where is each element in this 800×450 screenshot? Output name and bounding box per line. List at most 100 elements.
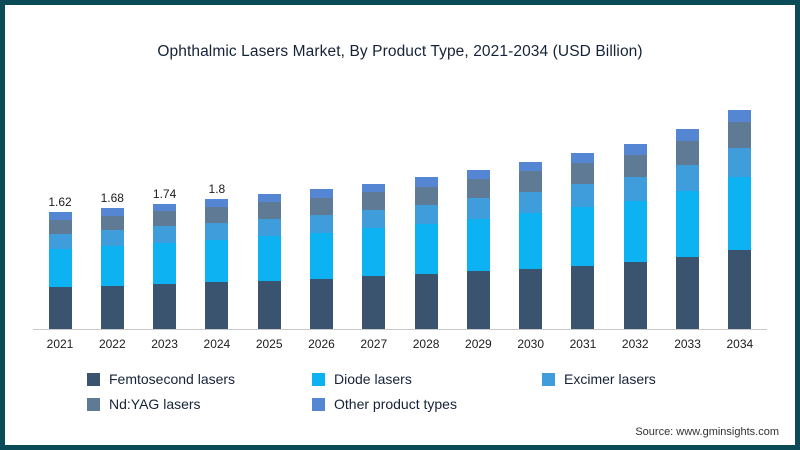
bar-stack-2023 bbox=[153, 203, 177, 329]
bar-segment bbox=[414, 223, 438, 275]
legend: Femtosecond lasers Diode lasers Excimer la… bbox=[87, 371, 795, 412]
bar-stack-2034 bbox=[728, 109, 752, 329]
legend-item: Nd:YAG lasers bbox=[87, 396, 312, 412]
bar-column-2027 bbox=[351, 167, 397, 329]
bar-segment bbox=[153, 283, 177, 329]
plot-region: 1.62 1.68 1.74 1.8 2021 2022 2023 2024 2025 2026… bbox=[33, 89, 767, 351]
bar-stack-2022 bbox=[100, 208, 124, 329]
bar-segment bbox=[728, 121, 752, 149]
bar-stack-2025 bbox=[257, 194, 281, 329]
bar-stack-2024 bbox=[205, 199, 229, 329]
bar-chart: 1.62 1.68 1.74 1.8 bbox=[33, 89, 767, 330]
legend-label: Nd:YAG lasers bbox=[109, 396, 201, 412]
bar-stack-2030 bbox=[519, 161, 543, 329]
bar-column-2026 bbox=[298, 172, 344, 329]
bar-stack-2033 bbox=[676, 128, 700, 329]
x-tick-label: 2025 bbox=[255, 337, 283, 351]
legend-swatch-icon bbox=[87, 372, 100, 386]
legend-swatch-icon bbox=[312, 397, 325, 411]
legend-item: Other product types bbox=[312, 396, 542, 412]
bar-segment bbox=[571, 163, 595, 185]
bar-segment bbox=[414, 177, 438, 187]
bar-value-label: 1.62 bbox=[48, 195, 72, 210]
legend-item: Femtosecond lasers bbox=[87, 371, 312, 387]
bar-segment bbox=[205, 223, 229, 240]
bar-value-label: 1.8 bbox=[208, 182, 226, 197]
bar-segment bbox=[728, 148, 752, 178]
bar-segment bbox=[571, 265, 595, 329]
bar-segment bbox=[100, 216, 124, 231]
bar-segment bbox=[257, 280, 281, 329]
bar-segment bbox=[466, 169, 490, 179]
bar-column-2021: 1.62 bbox=[37, 195, 83, 329]
bar-segment bbox=[571, 153, 595, 164]
bar-segment bbox=[100, 208, 124, 217]
bar-column-2033 bbox=[665, 112, 711, 329]
bar-segment bbox=[519, 191, 543, 214]
chart-title: Ophthalmic Lasers Market, By Product Typ… bbox=[157, 43, 643, 60]
bar-segment bbox=[100, 246, 124, 286]
bar-segment bbox=[257, 194, 281, 203]
legend-swatch-icon bbox=[312, 372, 325, 386]
legend-label: Other product types bbox=[334, 396, 457, 412]
bar-segment bbox=[676, 141, 700, 165]
bar-segment bbox=[309, 232, 333, 279]
x-tick-label: 2031 bbox=[569, 337, 597, 351]
x-tick-label: 2022 bbox=[98, 337, 126, 351]
bar-segment bbox=[205, 282, 229, 329]
bar-segment bbox=[153, 226, 177, 243]
bar-column-2031 bbox=[560, 136, 606, 329]
bar-stack-2028 bbox=[414, 177, 438, 329]
bar-segment bbox=[48, 287, 72, 329]
bar-segment bbox=[48, 219, 72, 234]
bar-segment bbox=[48, 249, 72, 288]
bar-segment bbox=[676, 257, 700, 329]
legend-label: Excimer lasers bbox=[564, 371, 656, 387]
bar-stack-2027 bbox=[362, 183, 386, 329]
bar-stack-2032 bbox=[623, 143, 647, 329]
bar-column-2025 bbox=[246, 177, 292, 329]
legend-item: Excimer lasers bbox=[542, 371, 772, 387]
bar-segment bbox=[414, 274, 438, 329]
bar-segment bbox=[309, 214, 333, 233]
source-credit: Source: www.gminsights.com bbox=[635, 426, 779, 438]
bar-segment bbox=[623, 262, 647, 329]
bar-segment bbox=[309, 278, 333, 329]
bar-column-2023: 1.74 bbox=[142, 187, 188, 329]
bar-segment bbox=[309, 189, 333, 198]
bar-segment bbox=[623, 154, 647, 178]
x-tick-label: 2027 bbox=[360, 337, 388, 351]
bar-segment bbox=[623, 177, 647, 201]
bar-segment bbox=[466, 197, 490, 219]
bar-segment bbox=[362, 183, 386, 193]
bar-segment bbox=[676, 190, 700, 257]
bar-segment bbox=[519, 213, 543, 269]
bar-segment bbox=[309, 197, 333, 215]
bar-segment bbox=[414, 204, 438, 224]
bar-segment bbox=[623, 200, 647, 262]
bar-segment bbox=[466, 178, 490, 198]
x-tick-label: 2032 bbox=[621, 337, 649, 351]
bar-segment bbox=[414, 186, 438, 205]
bar-segment bbox=[466, 271, 490, 329]
bar-segment bbox=[728, 249, 752, 329]
bar-segment bbox=[728, 109, 752, 122]
bar-segment bbox=[519, 268, 543, 329]
x-tick-label: 2034 bbox=[726, 337, 754, 351]
bar-column-2028 bbox=[403, 160, 449, 329]
x-tick-label: 2021 bbox=[46, 337, 74, 351]
bar-segment bbox=[205, 199, 229, 208]
bar-segment bbox=[48, 233, 72, 250]
bar-column-2032 bbox=[612, 127, 658, 329]
x-tick-label: 2033 bbox=[674, 337, 701, 351]
bar-segment bbox=[571, 184, 595, 208]
bar-segment bbox=[205, 239, 229, 283]
bar-segment bbox=[676, 128, 700, 142]
bar-stack-2026 bbox=[309, 189, 333, 329]
x-tick-label: 2024 bbox=[203, 337, 231, 351]
bar-column-2030 bbox=[508, 145, 554, 329]
bar-column-2022: 1.68 bbox=[89, 191, 135, 329]
x-tick-label: 2023 bbox=[151, 337, 178, 351]
bar-segment bbox=[257, 236, 281, 281]
